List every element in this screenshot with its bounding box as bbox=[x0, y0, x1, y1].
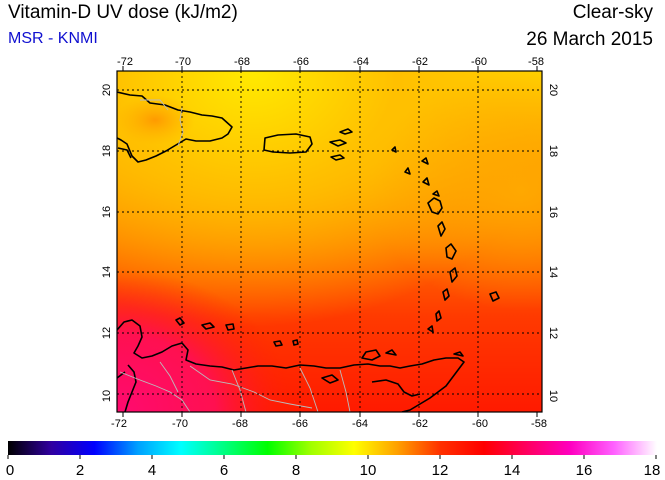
lat-label-left: 10 bbox=[101, 390, 113, 402]
lon-label-bottom: -62 bbox=[412, 418, 428, 430]
sky-condition-label: Clear-sky bbox=[572, 2, 653, 23]
map-frame bbox=[116, 70, 543, 413]
lon-label-bottom: -64 bbox=[352, 418, 368, 430]
lon-label-top: -70 bbox=[175, 56, 191, 68]
lon-label-top: -64 bbox=[353, 56, 369, 68]
colorbar-label: 8 bbox=[292, 462, 300, 479]
lat-label-left: 18 bbox=[101, 145, 113, 157]
frame-ticks bbox=[122, 66, 538, 417]
lat-label-right: 12 bbox=[547, 327, 559, 339]
colorbar bbox=[8, 441, 657, 455]
lon-label-bottom: -66 bbox=[292, 418, 308, 430]
colorbar-label: 6 bbox=[220, 462, 228, 479]
hispaniola-coast bbox=[117, 91, 233, 163]
colorbar-label: 16 bbox=[576, 462, 593, 479]
graticule bbox=[117, 71, 542, 412]
colorbar-label: 2 bbox=[76, 462, 84, 479]
colorbar-label: 10 bbox=[360, 462, 377, 479]
colorbar-label: 0 bbox=[6, 462, 14, 479]
colorbar-label: 18 bbox=[644, 462, 661, 479]
lat-label-right: 16 bbox=[547, 206, 559, 218]
martinique-coast bbox=[445, 243, 457, 260]
date-label: 26 March 2015 bbox=[526, 29, 653, 50]
lat-label-left: 14 bbox=[101, 266, 113, 278]
uv-dose-field bbox=[117, 71, 542, 412]
colorbar-label: 12 bbox=[432, 462, 449, 479]
lon-label-bottom: -68 bbox=[232, 418, 248, 430]
colorbar-label: 14 bbox=[504, 462, 521, 479]
lon-label-top: -58 bbox=[528, 56, 544, 68]
lon-label-top: -68 bbox=[234, 56, 250, 68]
lon-label-bottom: -72 bbox=[111, 418, 127, 430]
map-title: Vitamin-D UV dose (kJ/m2) bbox=[8, 2, 238, 23]
lat-label-right: 20 bbox=[547, 84, 559, 96]
lon-label-bottom: -58 bbox=[531, 418, 547, 430]
lat-label-right: 14 bbox=[547, 266, 559, 278]
lon-label-top: -72 bbox=[117, 56, 133, 68]
lon-label-bottom: -70 bbox=[172, 418, 188, 430]
south-america-coast bbox=[117, 319, 465, 412]
lat-label-left: 12 bbox=[101, 327, 113, 339]
coastlines bbox=[117, 91, 500, 412]
lat-label-left: 16 bbox=[101, 206, 113, 218]
lon-label-top: -60 bbox=[471, 56, 487, 68]
lat-label-right: 18 bbox=[547, 145, 559, 157]
colorbar-label: 4 bbox=[148, 462, 156, 479]
lon-label-bottom: -60 bbox=[472, 418, 488, 430]
lat-label-right: 10 bbox=[547, 390, 559, 402]
country-borders bbox=[119, 99, 351, 412]
lat-label-left: 20 bbox=[101, 84, 113, 96]
lon-label-top: -62 bbox=[412, 56, 428, 68]
source-label: MSR - KNMI bbox=[8, 30, 98, 47]
lon-label-top: -66 bbox=[293, 56, 309, 68]
